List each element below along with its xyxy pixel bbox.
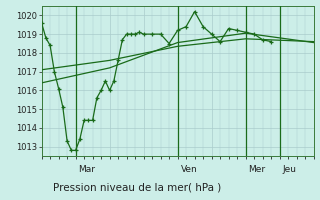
Text: Ven: Ven	[180, 165, 197, 174]
Text: Jeu: Jeu	[283, 165, 296, 174]
Text: Mer: Mer	[248, 165, 266, 174]
Text: Mar: Mar	[78, 165, 95, 174]
X-axis label: Pression niveau de la mer( hPa ): Pression niveau de la mer( hPa )	[53, 183, 221, 193]
